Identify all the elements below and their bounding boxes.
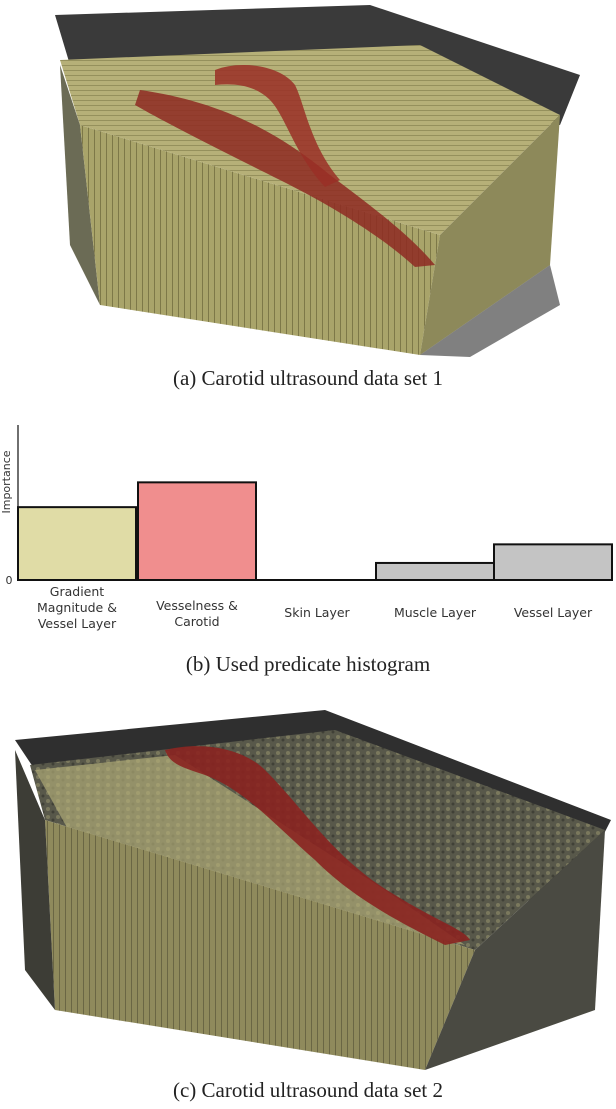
- category-label-5: Vessel Layer: [514, 605, 593, 620]
- caption-b: (b) Used predicate histogram: [185, 652, 431, 676]
- category-label-2: Vesselness & Carotid: [156, 598, 238, 629]
- bar-1: [17, 506, 137, 581]
- ultrasound-render-set-2: [15, 710, 611, 1070]
- caption-c: (c) Carotid ultrasound data set 2: [172, 1078, 443, 1102]
- category-label-line: Gradient: [50, 584, 105, 599]
- y-axis-label: Importance: [0, 450, 13, 513]
- category-label-line: Carotid: [174, 614, 219, 629]
- y-tick-label-zero: 0: [6, 574, 13, 587]
- category-label-line: Vessel Layer: [38, 616, 117, 631]
- ultrasound-render-set-1: [55, 5, 580, 357]
- bar-4: [375, 561, 495, 581]
- category-label-1: Gradient Magnitude & Vessel Layer: [37, 584, 117, 631]
- category-label-line: Muscle Layer: [394, 605, 477, 620]
- bar-5: [493, 543, 613, 581]
- category-label-line: Vesselness &: [156, 598, 238, 613]
- category-label-3: Skin Layer: [284, 605, 350, 620]
- category-label-4: Muscle Layer: [394, 605, 477, 620]
- caption-a: (a) Carotid ultrasound data set 1: [172, 366, 443, 390]
- category-label-line: Magnitude &: [37, 600, 117, 615]
- bar-2: [137, 481, 257, 581]
- category-label-line: Skin Layer: [284, 605, 350, 620]
- category-label-line: Vessel Layer: [514, 605, 593, 620]
